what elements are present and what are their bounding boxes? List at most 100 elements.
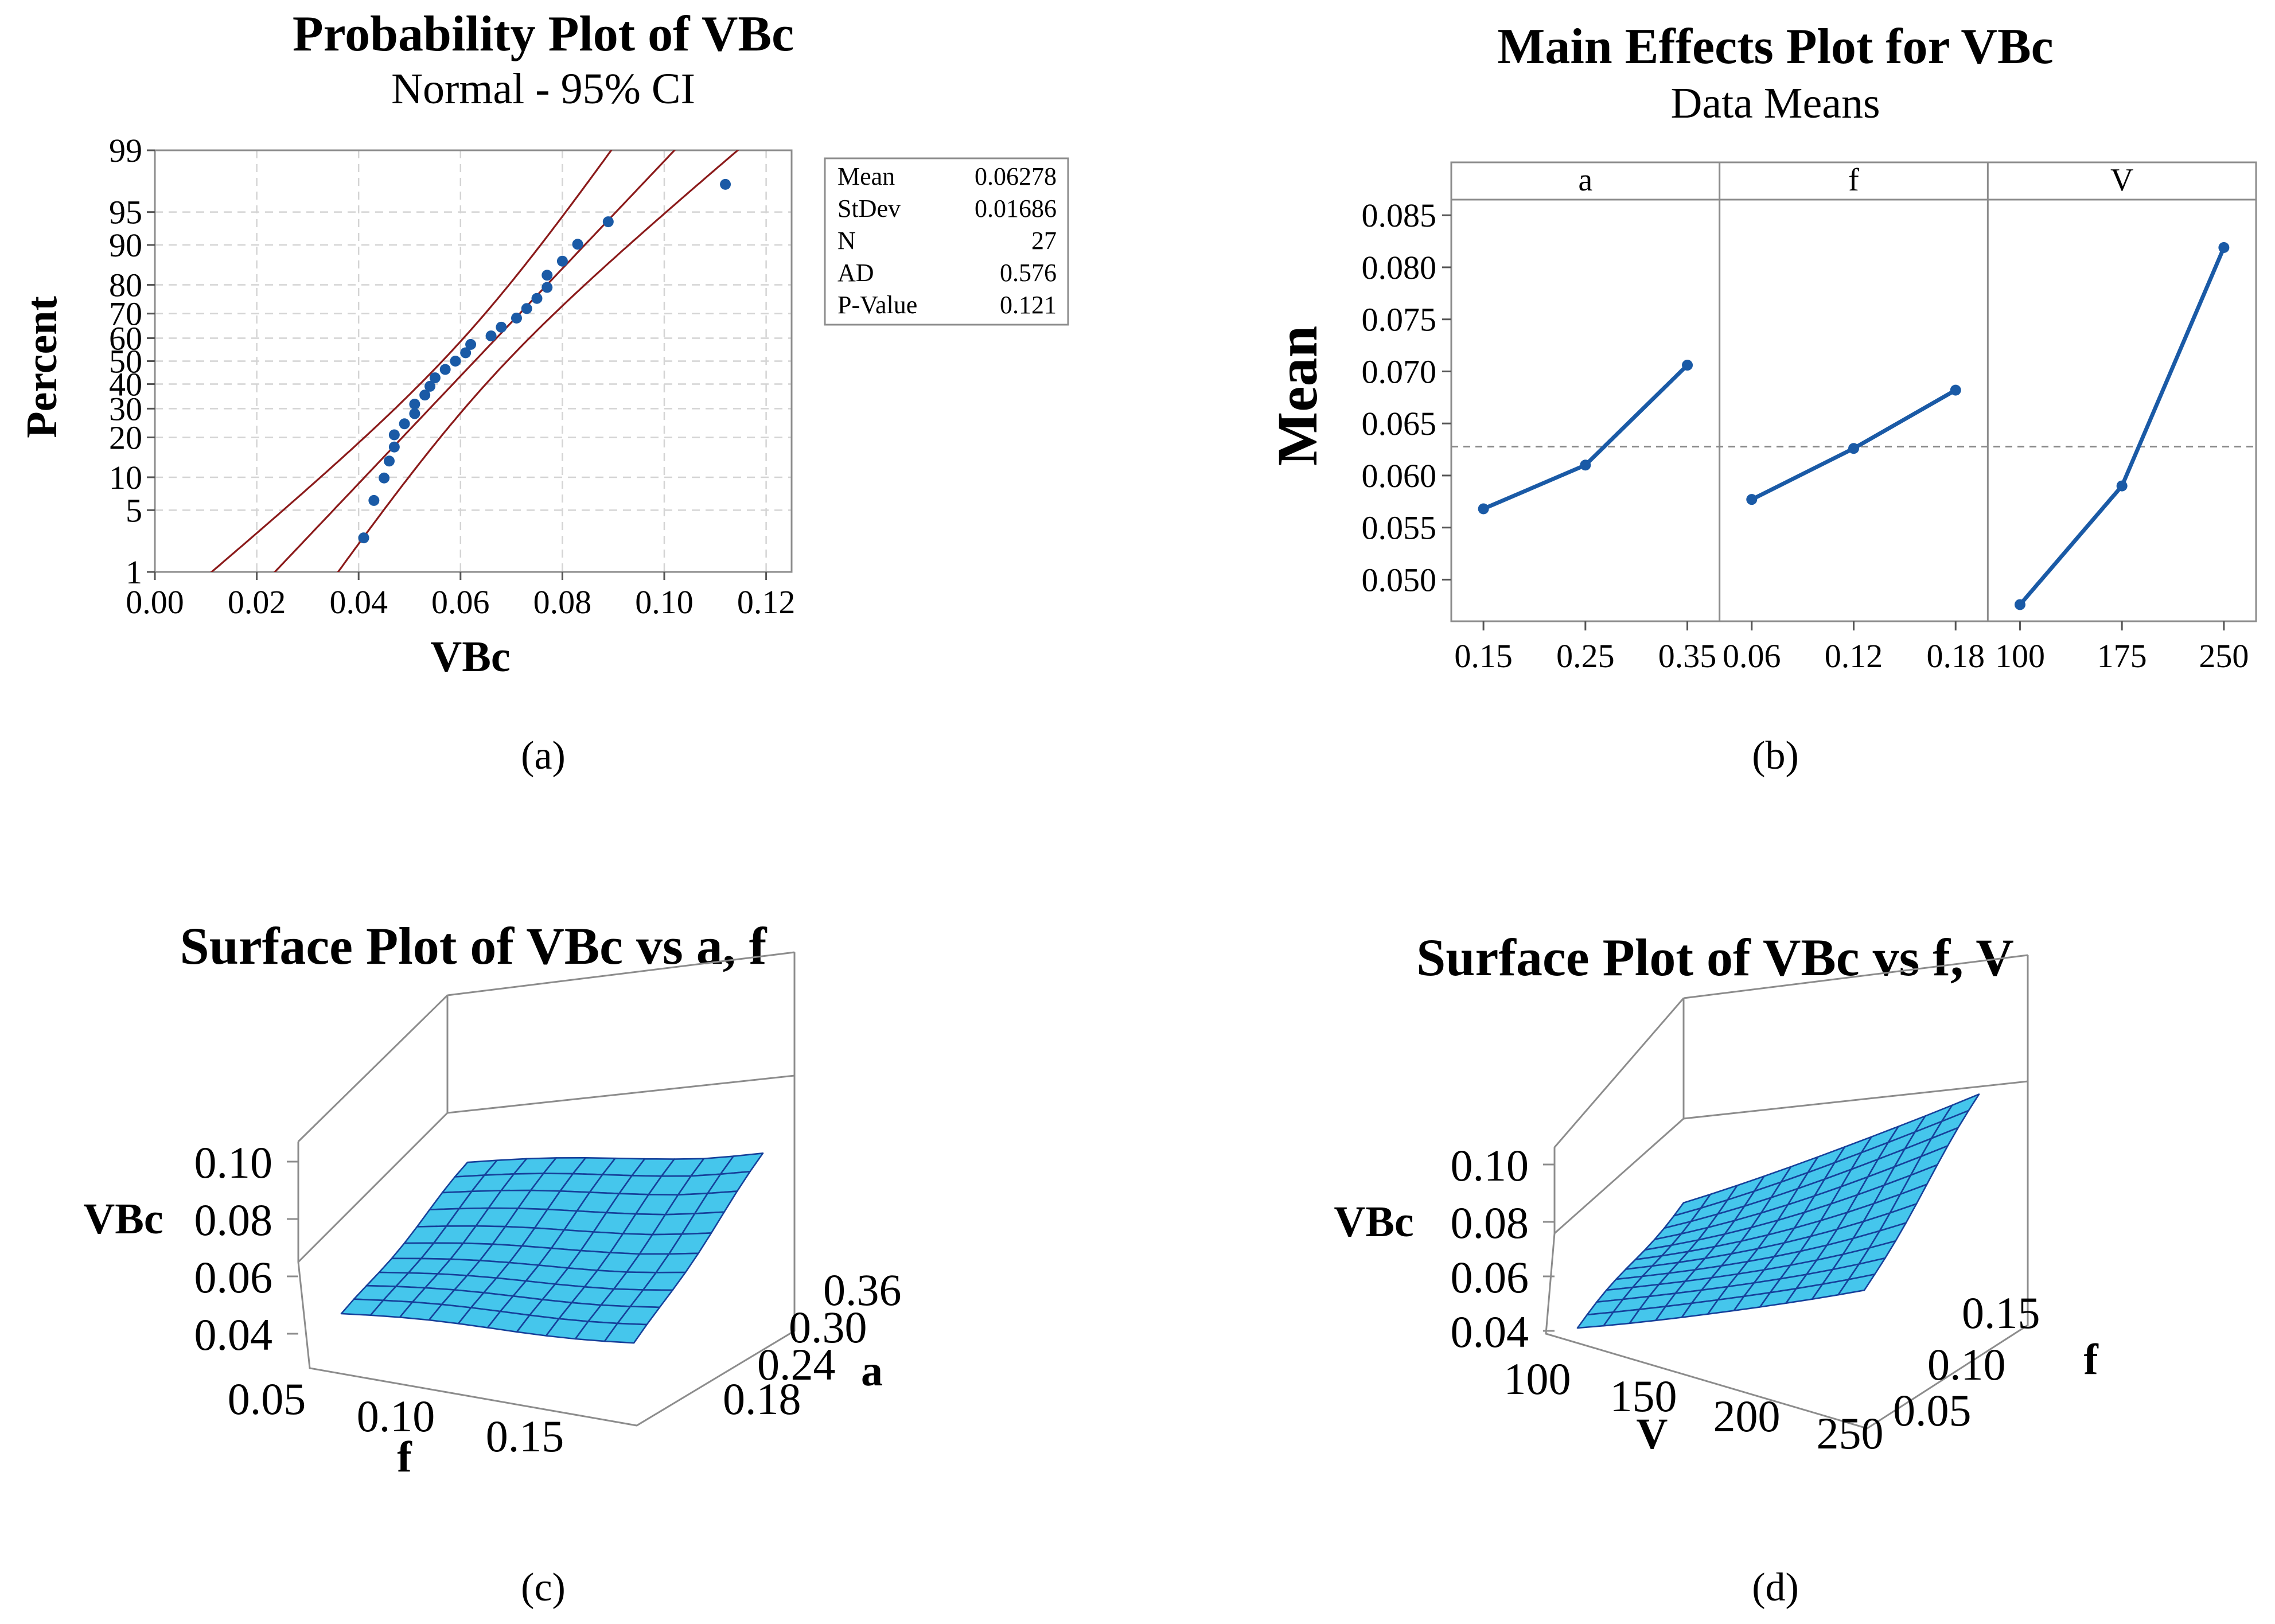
y-tick-label: 1: [126, 554, 142, 591]
data-point: [358, 532, 369, 544]
y-tick-label: 0.080: [1362, 249, 1437, 286]
surface-af-title: Surface Plot of VBc vs a, f: [180, 917, 768, 975]
y-tick-label: 0.050: [1362, 561, 1437, 598]
y-tick-label: 0.060: [1362, 457, 1437, 494]
caption-c: (c): [521, 1565, 566, 1610]
data-point: [542, 270, 553, 281]
stat-value: 0.121: [1000, 291, 1057, 319]
x-tick-label: 0.02: [228, 583, 286, 621]
surface-fv-x-label: V: [1637, 1410, 1668, 1458]
x-tick-label: 0.00: [126, 583, 184, 621]
y-tick-label: 0.085: [1362, 197, 1437, 234]
main-effect-point: [1580, 459, 1591, 471]
main-effects-subtitle: Data Means: [1670, 79, 1880, 127]
z-tick-label: 0.06: [1451, 1252, 1529, 1302]
x-tick-label: 250: [1817, 1408, 1884, 1458]
main-effect-line-a: [1482, 364, 1689, 511]
ci-upper-line: [210, 150, 613, 572]
surface-plot-fv-panel: Surface Plot of VBc vs f, V 0.040.060.08…: [1334, 928, 2099, 1610]
data-point: [388, 441, 400, 453]
y-tick-label: 95: [109, 194, 142, 231]
y-tick-label: 5: [126, 492, 142, 529]
x-tick-label: 100: [1504, 1354, 1571, 1404]
probability-plot-x-label: VBc: [430, 633, 510, 681]
surface-fv-title: Surface Plot of VBc vs f, V: [1416, 928, 2014, 987]
z-tick-label: 0.04: [1451, 1307, 1529, 1357]
data-point: [383, 455, 395, 467]
probability-plot-panel: Probability Plot of VBc Normal - 95% CI …: [18, 6, 1069, 778]
y-tick-label: 0.10: [1927, 1339, 2006, 1389]
probability-plot-title: Probability Plot of VBc: [293, 6, 794, 62]
surface-af-z-label: VBc: [83, 1195, 163, 1243]
main-effect-point: [1950, 384, 1961, 396]
ci-group: [210, 150, 739, 572]
y-tick-label: 30: [109, 390, 142, 427]
probability-plot-ci-lines: [210, 150, 739, 572]
level-tick-label: 0.25: [1556, 637, 1615, 675]
level-tick-label: 100: [1995, 637, 2045, 675]
main-effect-point: [1478, 503, 1489, 515]
y-tick-label: 0.075: [1362, 301, 1437, 338]
data-point: [368, 494, 380, 506]
x-tick-label: 0.04: [329, 583, 388, 621]
main-effects-title: Main Effects Plot for VBc: [1497, 19, 2053, 75]
level-tick-label: 0.18: [1926, 637, 1985, 675]
ci-lower-line: [337, 150, 739, 572]
data-point: [485, 330, 497, 342]
stat-value: 0.01686: [975, 194, 1057, 223]
data-point: [496, 321, 507, 333]
factor-strip-label-V: V: [2110, 162, 2133, 198]
x-tick-label: 0.12: [737, 583, 796, 621]
y-tick-label: 0.055: [1362, 509, 1437, 547]
stat-value: 27: [1031, 227, 1057, 255]
factor-strip-label-f: f: [1848, 162, 1859, 198]
x-tick-label: 0.10: [635, 583, 694, 621]
y-tick-label: 10: [109, 459, 142, 496]
data-point: [419, 390, 431, 401]
surface-af-cell: [603, 1322, 648, 1344]
surface-af-box: [297, 951, 796, 1427]
y-tick-label: 99: [109, 132, 142, 169]
x-tick-label: 0.05: [228, 1374, 306, 1424]
y-tick-label: 70: [109, 295, 142, 333]
main-effect-line-V: [2018, 247, 2226, 606]
x-tick-label: 150: [1610, 1371, 1677, 1421]
probability-plot-points: [358, 178, 731, 544]
data-point: [602, 216, 614, 228]
level-tick-label: 0.15: [1454, 637, 1513, 675]
level-tick-label: 175: [2097, 637, 2147, 675]
y-tick-label: 60: [109, 320, 142, 357]
stat-label: Mean: [837, 162, 895, 190]
caption-b: (b): [1752, 734, 1799, 778]
data-point: [388, 429, 400, 441]
data-point: [556, 255, 568, 267]
data-point: [429, 372, 441, 384]
probability-plot-y-label: Percent: [18, 296, 66, 438]
data-point: [409, 408, 420, 419]
y-tick-label: 0.05: [1893, 1385, 1972, 1435]
x-tick-label: 0.06: [431, 583, 490, 621]
main-effects-plot-panel: Main Effects Plot for VBc Data Means 0.0…: [1265, 19, 2257, 778]
stat-label: N: [837, 227, 856, 255]
surface-fv-z-label: VBc: [1334, 1198, 1413, 1246]
y-tick-label: 0.070: [1362, 353, 1437, 390]
data-point: [720, 178, 731, 190]
y-tick-label: 0.30: [789, 1302, 867, 1352]
y-tick-label: 80: [109, 267, 142, 304]
data-point: [572, 239, 583, 250]
data-point: [450, 356, 461, 367]
y-tick-label: 0.18: [723, 1374, 801, 1424]
probability-plot-grid: [154, 149, 792, 573]
y-tick-label: 0.065: [1362, 405, 1437, 442]
factor-strip-label-a: a: [1578, 162, 1592, 198]
surface-plot-af-panel: Surface Plot of VBc vs a, f 0.04 0.06 0.08…: [83, 917, 901, 1610]
stat-label: AD: [837, 259, 874, 287]
data-point: [542, 282, 553, 293]
surface-fv-mesh: [1576, 1093, 1980, 1329]
probability-plot-subtitle: Normal - 95% CI: [391, 65, 695, 113]
main-effect-point: [1746, 494, 1758, 505]
main-effect-point: [2014, 599, 2025, 610]
y-tick-label: 0.36: [823, 1265, 902, 1315]
